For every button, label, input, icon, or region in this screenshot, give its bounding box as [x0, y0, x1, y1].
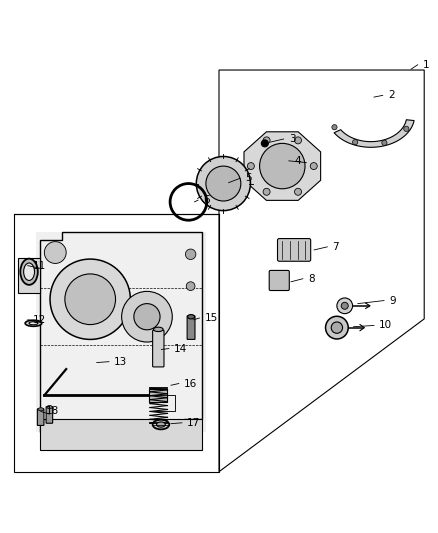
Ellipse shape [47, 406, 53, 409]
Text: 13: 13 [114, 357, 127, 367]
Text: 10: 10 [379, 320, 392, 330]
Text: 18: 18 [46, 407, 60, 416]
Circle shape [325, 316, 348, 339]
Ellipse shape [38, 408, 44, 411]
Circle shape [341, 302, 348, 309]
FancyBboxPatch shape [278, 239, 311, 261]
Text: 11: 11 [33, 261, 46, 271]
Circle shape [332, 125, 337, 130]
Circle shape [263, 137, 270, 144]
Circle shape [122, 292, 172, 342]
Circle shape [206, 166, 241, 201]
Polygon shape [149, 389, 166, 402]
Ellipse shape [25, 320, 42, 326]
Circle shape [247, 163, 254, 169]
Circle shape [185, 249, 196, 260]
Circle shape [186, 282, 195, 290]
Ellipse shape [20, 259, 38, 285]
Polygon shape [334, 120, 414, 147]
Text: 14: 14 [174, 344, 187, 353]
Circle shape [382, 140, 387, 146]
Polygon shape [244, 132, 321, 200]
Text: 1: 1 [423, 60, 430, 70]
FancyBboxPatch shape [46, 407, 53, 423]
Ellipse shape [153, 327, 163, 332]
Circle shape [65, 274, 116, 325]
Text: 15: 15 [205, 313, 218, 323]
Ellipse shape [24, 263, 35, 280]
Text: 3: 3 [289, 134, 296, 144]
Circle shape [196, 157, 251, 211]
Ellipse shape [156, 422, 165, 427]
FancyBboxPatch shape [37, 409, 44, 425]
Circle shape [353, 140, 358, 145]
Circle shape [263, 188, 270, 195]
FancyBboxPatch shape [269, 270, 289, 290]
Text: 12: 12 [33, 315, 46, 325]
Ellipse shape [152, 420, 169, 430]
FancyBboxPatch shape [152, 330, 164, 367]
Text: 7: 7 [332, 242, 339, 252]
Circle shape [294, 137, 301, 144]
Circle shape [44, 241, 66, 263]
Text: 2: 2 [388, 91, 395, 100]
Circle shape [337, 298, 353, 313]
Circle shape [294, 188, 301, 195]
Circle shape [331, 322, 343, 333]
Text: 17: 17 [187, 418, 200, 428]
Text: 5: 5 [245, 173, 252, 183]
Polygon shape [35, 231, 206, 432]
Circle shape [50, 259, 131, 340]
Circle shape [134, 304, 160, 330]
Circle shape [261, 140, 268, 147]
Text: 16: 16 [184, 378, 198, 389]
Circle shape [310, 163, 317, 169]
Circle shape [260, 143, 305, 189]
Text: 9: 9 [389, 296, 396, 305]
Polygon shape [18, 258, 40, 293]
Text: 6: 6 [203, 195, 210, 205]
Ellipse shape [187, 314, 194, 319]
Text: 4: 4 [294, 156, 301, 166]
Ellipse shape [29, 322, 38, 325]
Polygon shape [40, 419, 201, 450]
Circle shape [404, 126, 409, 132]
FancyBboxPatch shape [187, 316, 195, 340]
Text: 8: 8 [308, 274, 314, 284]
